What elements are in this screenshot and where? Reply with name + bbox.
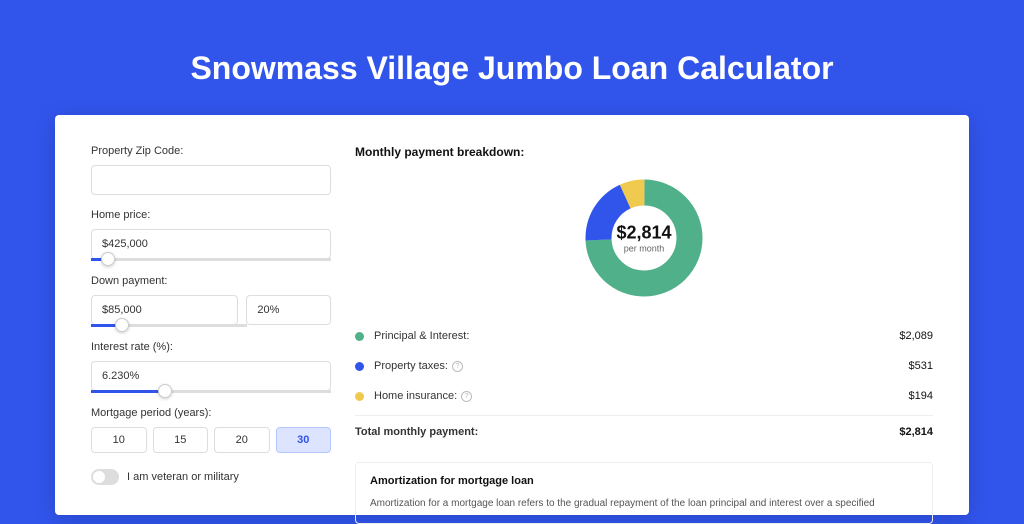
breakdown-column: Monthly payment breakdown: $2,814 per mo… [355,145,933,515]
total-label: Total monthly payment: [355,426,899,438]
legend-row: Property taxes:?$531 [355,351,933,381]
period-label: Mortgage period (years): [91,407,331,419]
amortization-box: Amortization for mortgage loan Amortizat… [355,462,933,524]
zip-label: Property Zip Code: [91,145,331,157]
amortization-body: Amortization for a mortgage loan refers … [370,497,918,511]
inputs-column: Property Zip Code: Home price: Down paym… [91,145,331,515]
legend-value: $194 [909,390,933,402]
down-percent-input[interactable] [246,295,331,325]
down-slider-thumb[interactable] [115,318,129,332]
price-slider[interactable] [91,258,331,261]
rate-label: Interest rate (%): [91,341,331,353]
legend-dot [355,332,364,341]
legend-dot [355,362,364,371]
legend-label: Home insurance:? [374,390,909,402]
down-amount-input[interactable] [91,295,238,325]
veteran-toggle[interactable] [91,469,119,485]
legend-label: Principal & Interest: [374,330,899,342]
down-label: Down payment: [91,275,331,287]
legend-dot [355,392,364,401]
rate-input[interactable] [91,361,331,391]
down-field-group: Down payment: [91,275,331,327]
donut-chart: $2,814 per month [355,173,933,303]
total-value: $2,814 [899,426,933,438]
page-title: Snowmass Village Jumbo Loan Calculator [55,50,969,87]
toggle-knob [93,471,105,483]
info-icon[interactable]: ? [461,391,472,402]
price-slider-thumb[interactable] [101,252,115,266]
rate-slider-thumb[interactable] [158,384,172,398]
period-button-20[interactable]: 20 [214,427,270,453]
rate-slider[interactable] [91,390,331,393]
donut-sublabel: per month [616,244,671,254]
price-field-group: Home price: [91,209,331,261]
zip-input[interactable] [91,165,331,195]
legend-value: $531 [909,360,933,372]
down-slider[interactable] [91,324,247,327]
period-button-30[interactable]: 30 [276,427,332,453]
amortization-title: Amortization for mortgage loan [370,475,918,487]
legend-label: Property taxes:? [374,360,909,372]
zip-field-group: Property Zip Code: [91,145,331,195]
price-label: Home price: [91,209,331,221]
breakdown-title: Monthly payment breakdown: [355,145,933,159]
period-button-10[interactable]: 10 [91,427,147,453]
legend-value: $2,089 [899,330,933,342]
rate-field-group: Interest rate (%): [91,341,331,393]
legend-row: Principal & Interest:$2,089 [355,321,933,351]
veteran-label: I am veteran or military [127,471,239,483]
period-field-group: Mortgage period (years): 10152030 [91,407,331,453]
period-button-15[interactable]: 15 [153,427,209,453]
info-icon[interactable]: ? [452,361,463,372]
total-row: Total monthly payment: $2,814 [355,415,933,448]
price-input[interactable] [91,229,331,259]
legend-row: Home insurance:?$194 [355,381,933,411]
donut-amount: $2,814 [616,223,671,244]
veteran-toggle-row: I am veteran or military [91,469,331,485]
calculator-panel: Property Zip Code: Home price: Down paym… [55,115,969,515]
